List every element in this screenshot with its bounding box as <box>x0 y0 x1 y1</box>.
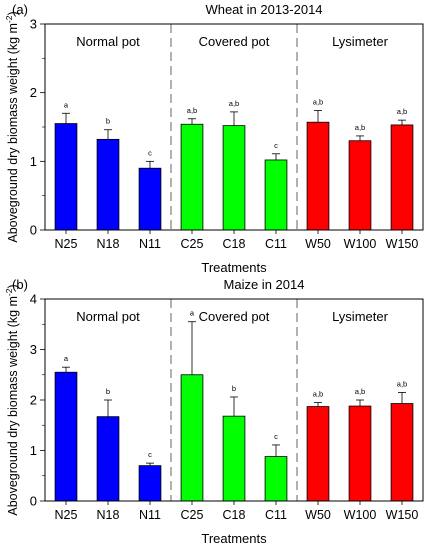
bar-n11 <box>138 167 162 231</box>
y-tick-label: 1 <box>30 443 37 458</box>
x-tick-label: W100 <box>344 237 377 251</box>
significance-letter: a,b <box>313 390 323 399</box>
significance-letter: b <box>232 384 236 393</box>
group-label-3: Lysimeter <box>332 309 389 324</box>
x-tick-label: N11 <box>139 237 161 251</box>
bar-c18 <box>222 415 246 502</box>
y-axis-label-sup: -2 <box>4 288 14 296</box>
significance-letter: c <box>274 141 278 150</box>
x-tick-label: W50 <box>305 237 331 251</box>
y-tick-label: 3 <box>30 17 37 32</box>
x-tick-label: N11 <box>139 508 161 522</box>
significance-letter: c <box>148 148 152 157</box>
bar-n18 <box>96 416 120 502</box>
x-tick-label: C18 <box>223 508 246 522</box>
y-axis-label-sup: -2 <box>4 15 14 23</box>
x-tick-label: C25 <box>181 508 204 522</box>
significance-letter: c <box>148 450 152 459</box>
bar-w150 <box>390 124 414 231</box>
y-tick-label: 2 <box>30 85 37 100</box>
group-label-1: Normal pot <box>76 34 140 49</box>
group-label-2: Covered pot <box>199 309 270 324</box>
bar-n25 <box>54 123 78 231</box>
significance-letter: a <box>64 354 69 363</box>
x-tick-label: W50 <box>305 508 331 522</box>
bar-c25 <box>180 374 204 502</box>
significance-letter: a,b <box>397 107 407 116</box>
y-axis-label-close: ) <box>6 11 20 15</box>
group-label-1: Normal pot <box>76 309 140 324</box>
bar-c11 <box>264 456 288 502</box>
chart-title: Wheat in 2013-2014 <box>205 2 322 17</box>
x-tick-label: C11 <box>265 508 287 522</box>
y-axis-label: Aboveground dry biomass weight (kg m-2) <box>4 284 20 515</box>
y-tick-label: 1 <box>30 154 37 169</box>
significance-letter: b <box>106 117 110 126</box>
bar-w50 <box>306 121 330 231</box>
bar-c11 <box>264 159 288 231</box>
x-tick-label: N25 <box>55 237 78 251</box>
x-tick-label: W100 <box>344 508 377 522</box>
y-tick-label: 4 <box>30 292 37 307</box>
significance-letter: a,b <box>355 387 365 396</box>
x-axis-label: Treatments <box>201 531 267 546</box>
x-tick-label: W150 <box>386 508 419 522</box>
x-axis-label: Treatments <box>201 260 267 275</box>
x-tick-label: N18 <box>97 508 120 522</box>
x-tick-label: N18 <box>97 237 120 251</box>
bar-w100 <box>348 140 372 231</box>
bar-c25 <box>180 123 204 231</box>
x-tick-label: W150 <box>386 237 419 251</box>
significance-letter: a,b <box>397 379 407 388</box>
group-label-2: Covered pot <box>199 34 270 49</box>
x-tick-label: C25 <box>181 237 204 251</box>
bar-w150 <box>390 403 414 502</box>
panel-label: (a) <box>12 2 28 17</box>
x-tick-label: C18 <box>223 237 246 251</box>
chart-title: Maize in 2014 <box>224 277 305 292</box>
y-axis-label-main: Aboveground dry biomass weight (kg m <box>6 296 20 516</box>
significance-letter: c <box>274 432 278 441</box>
bar-c18 <box>222 125 246 231</box>
significance-letter: b <box>106 387 110 396</box>
y-axis-label: Aboveground dry biomass weight (kg m-2) <box>4 11 20 242</box>
bar-n18 <box>96 138 120 231</box>
bar-w50 <box>306 406 330 502</box>
x-tick-label: C11 <box>265 237 287 251</box>
significance-letter: a,b <box>229 99 239 108</box>
group-label-3: Lysimeter <box>332 34 389 49</box>
chart-panel-1: (a) Wheat in 2013-2014 Normal pot Covered p… <box>4 2 424 275</box>
y-tick-label: 0 <box>30 223 37 238</box>
chart-panel-2: (b) Maize in 2014 Normal pot Covered pot Lys… <box>4 277 424 546</box>
significance-letter: a,b <box>355 123 365 132</box>
significance-letter: a,b <box>313 98 323 107</box>
significance-letter: a <box>64 100 69 109</box>
significance-letter: a,b <box>187 106 197 115</box>
y-tick-label: 3 <box>30 342 37 357</box>
bar-n25 <box>54 371 78 502</box>
y-tick-label: 0 <box>30 494 37 509</box>
y-tick-label: 2 <box>30 393 37 408</box>
x-tick-label: N25 <box>55 508 78 522</box>
y-axis-label-close: ) <box>6 284 20 288</box>
significance-letter: a <box>190 309 195 318</box>
bar-n11 <box>138 465 162 502</box>
y-axis-label-main: Aboveground dry biomass weight (kg m <box>6 23 20 243</box>
panel-label: (b) <box>12 277 28 292</box>
bar-w100 <box>348 405 372 502</box>
